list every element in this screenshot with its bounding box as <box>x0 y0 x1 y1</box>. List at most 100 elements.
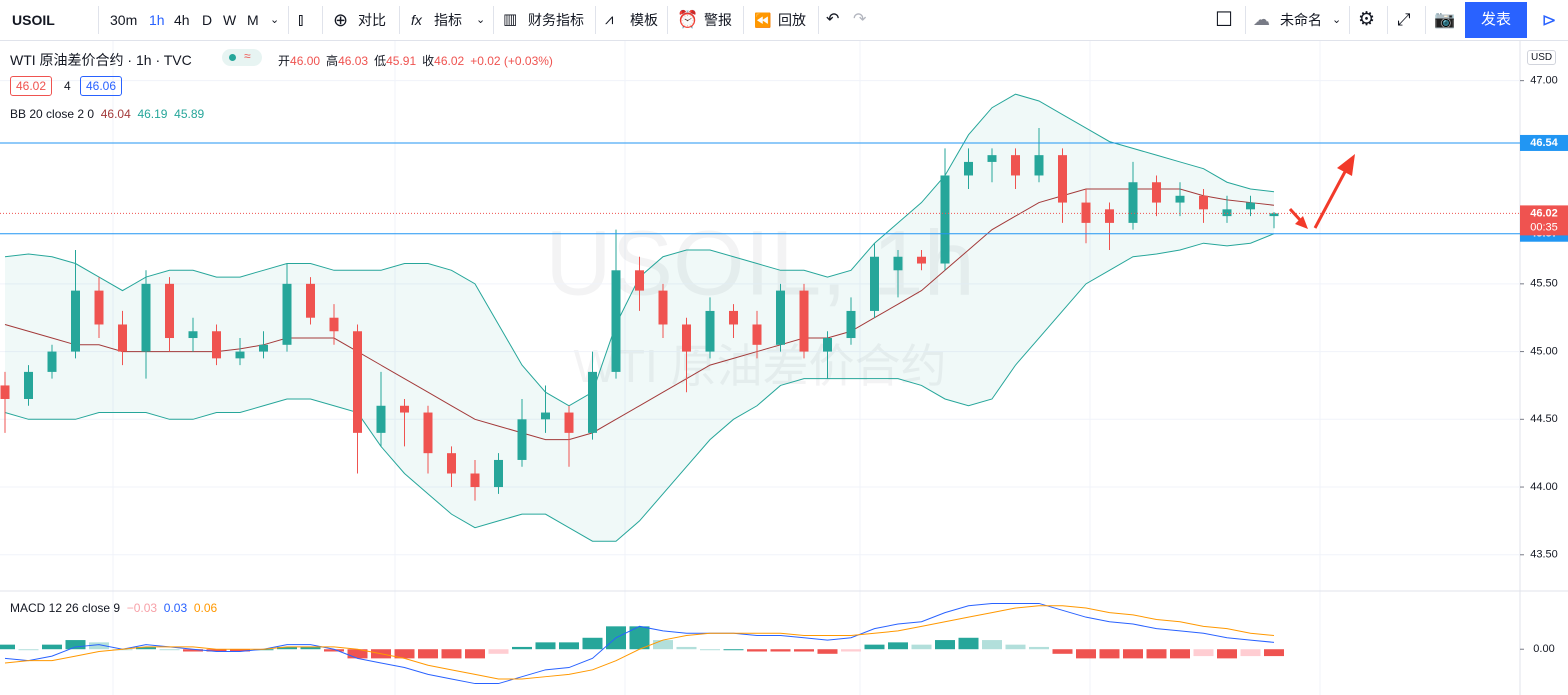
compare-icon[interactable]: ⊕ <box>333 10 349 30</box>
histogram-bar <box>559 642 579 650</box>
interval[interactable]: W <box>223 12 237 28</box>
market-status: ≈ <box>222 49 262 66</box>
candle-body <box>729 310 738 325</box>
histogram-bar <box>418 649 438 659</box>
symbol[interactable]: USOIL <box>12 12 55 28</box>
candle-body <box>71 290 80 352</box>
caret[interactable]: ⌄ <box>476 14 486 26</box>
candle-body <box>1199 195 1208 210</box>
bb-value: 46.04 <box>100 107 131 121</box>
undo[interactable]: ↶ <box>826 11 840 28</box>
cloud-icon[interactable]: ☁ <box>1253 10 1270 29</box>
caret[interactable]: ⌄ <box>1332 14 1342 26</box>
histogram-bar <box>629 626 650 650</box>
interval[interactable]: 1h <box>149 12 165 28</box>
currency: USD <box>1527 50 1557 65</box>
snapshot[interactable]: 📷 <box>1434 10 1456 29</box>
candle-body <box>658 290 668 325</box>
y-tick-label: 44.00 <box>1530 481 1558 493</box>
histogram-bar <box>700 649 720 651</box>
fullscreen[interactable]: ⤢ <box>1397 10 1411 29</box>
interval[interactable]: 30m <box>110 12 138 28</box>
histogram-bar <box>958 637 979 650</box>
histogram-bar <box>465 649 485 659</box>
histogram-bar <box>888 642 908 650</box>
y-tick-label: 45.50 <box>1530 278 1558 290</box>
histogram-bar <box>1052 649 1073 654</box>
histogram-bar <box>183 649 203 652</box>
publish[interactable]: 发表 <box>1465 2 1527 38</box>
band-lower <box>4 233 1275 542</box>
candle-body <box>47 351 57 372</box>
candle-body <box>964 161 973 176</box>
candle-body <box>893 256 903 271</box>
y-tick-label: 45.00 <box>1530 345 1558 357</box>
histogram-bar <box>1076 649 1096 659</box>
layout-name[interactable]: 未命名 <box>1280 12 1322 28</box>
macd-value: 0.06 <box>193 601 218 615</box>
candle-body <box>24 371 33 399</box>
alert[interactable]: 警报 <box>704 12 732 28</box>
select-icon[interactable]: ☐ <box>1215 9 1233 31</box>
caret[interactable]: ⌄ <box>270 14 280 26</box>
histogram-bar <box>441 649 462 659</box>
candle-body <box>682 324 691 352</box>
interval[interactable]: 4h <box>174 12 190 28</box>
financials[interactable]: 财务指标 <box>528 12 584 28</box>
candle-body <box>1105 209 1114 223</box>
candle-body <box>0 385 10 399</box>
candle-body <box>541 412 550 420</box>
candle-body <box>776 290 785 345</box>
bars-icon[interactable]: ▥ <box>503 11 518 28</box>
candle-body <box>423 412 433 454</box>
histogram-bar <box>1217 649 1237 659</box>
last-price-badge <box>1520 205 1568 236</box>
candle-body <box>705 310 715 352</box>
histogram-bar <box>206 649 227 652</box>
histogram-bar <box>488 649 509 654</box>
candle-body <box>94 290 104 325</box>
macd-value: −0.03 <box>126 601 158 615</box>
spread: 4 <box>64 79 71 93</box>
histogram-bar <box>324 649 344 652</box>
y-tick-label: 43.50 <box>1530 549 1558 561</box>
histogram-bar <box>794 649 814 652</box>
histogram-bar <box>982 640 1002 650</box>
bb-value: 45.89 <box>174 107 205 121</box>
alert-icon[interactable]: ⏰ <box>677 10 699 29</box>
redo[interactable]: ↷ <box>853 11 867 28</box>
histogram-bar <box>1264 649 1284 657</box>
indicators[interactable]: 指标 <box>434 12 462 28</box>
replay-icon[interactable]: ⏪ <box>754 12 772 28</box>
histogram-bar <box>18 649 39 651</box>
fx-icon[interactable]: fx <box>411 12 422 28</box>
candle-body <box>1011 155 1020 176</box>
candle-body <box>940 175 950 264</box>
histogram-bar <box>817 649 838 654</box>
candle-body <box>235 351 245 359</box>
histogram-bar <box>1170 649 1190 659</box>
interval[interactable]: M <box>247 12 259 28</box>
candle-body <box>870 256 879 311</box>
ohlc-key: 高 <box>326 54 339 68</box>
template-icon[interactable]: ⩘ <box>605 11 614 28</box>
ohlc-value: 45.91 <box>386 54 417 68</box>
separator <box>1387 6 1388 34</box>
histogram-bar <box>347 649 368 659</box>
histogram-bar <box>1240 649 1261 657</box>
compare[interactable]: 对比 <box>358 12 386 28</box>
replay[interactable]: 回放 <box>778 12 806 28</box>
candle-body <box>611 270 621 372</box>
y-tick-label: 47.00 <box>1530 75 1558 87</box>
candle-icon[interactable]: ⫾ <box>298 10 304 29</box>
candle-body <box>1175 195 1185 203</box>
templates[interactable]: 模板 <box>630 12 658 28</box>
play[interactable]: ⊳ <box>1541 10 1557 30</box>
candle-body <box>823 338 832 352</box>
ohlc-value: 46.03 <box>338 54 369 68</box>
histogram-bar <box>770 649 791 652</box>
settings[interactable]: ⚙ <box>1358 9 1376 30</box>
ohlc-key: 低 <box>374 54 387 68</box>
interval[interactable]: D <box>202 12 213 28</box>
